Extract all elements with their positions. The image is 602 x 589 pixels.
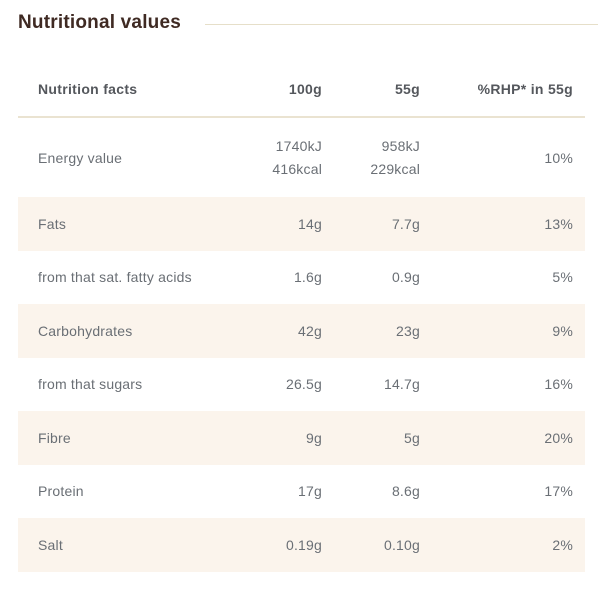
value-100g: 9g xyxy=(306,429,322,446)
value-rhp: 17% xyxy=(544,483,573,500)
value-rhp: 5% xyxy=(552,269,573,286)
header-100g: 100g xyxy=(288,81,322,97)
value-100g: 14g xyxy=(298,215,322,232)
value-rhp: 13% xyxy=(544,215,573,232)
row-label: from that sugars xyxy=(38,376,143,393)
row-label: Energy value xyxy=(38,149,123,166)
table-row: Energy value 1740kJ 416kcal 958kJ 229kca… xyxy=(18,118,585,197)
table-row: Fats 14g 7.7g 13% xyxy=(18,197,585,251)
value-55g: 958kJ 229kcal xyxy=(334,135,432,181)
title-divider xyxy=(205,24,598,25)
table-row: Carbohydrates 42g 23g 9% xyxy=(18,304,585,358)
value-55g: 5g xyxy=(404,429,420,446)
value-rhp: 10% xyxy=(544,149,573,166)
value-55g: 0.10g xyxy=(383,536,420,553)
value-55g: 7.7g xyxy=(391,215,420,232)
value-55g: 14.7g xyxy=(383,376,420,393)
value-100g: 1740kJ 416kcal xyxy=(224,135,334,181)
table-row: Protein 17g 8.6g 17% xyxy=(18,465,585,519)
value-100g-kj: 1740kJ xyxy=(275,137,322,154)
value-rhp: 16% xyxy=(544,376,573,393)
header-55g: 55g xyxy=(394,81,420,97)
table-row: from that sat. fatty acids 1.6g 0.9g 5% xyxy=(18,251,585,305)
value-55g-kj: 958kJ xyxy=(381,137,420,154)
value-55g: 8.6g xyxy=(391,483,420,500)
value-rhp: 9% xyxy=(552,322,573,339)
header-nutrition-facts: Nutrition facts xyxy=(38,81,138,97)
header-rhp: %RHP* in 55g xyxy=(477,81,573,97)
section-header: Nutritional values xyxy=(0,0,602,34)
value-rhp: 2% xyxy=(552,536,573,553)
row-label: Salt xyxy=(38,536,63,553)
value-55g: 23g xyxy=(396,322,420,339)
value-55g-kcal: 229kcal xyxy=(370,160,420,177)
nutrition-table: Nutrition facts 100g 55g %RHP* in 55g En… xyxy=(18,62,585,572)
value-100g-kcal: 416kcal xyxy=(272,160,322,177)
row-label: Fats xyxy=(38,215,67,232)
table-row: from that sugars 26.5g 14.7g 16% xyxy=(18,358,585,412)
table-header-row: Nutrition facts 100g 55g %RHP* in 55g xyxy=(18,62,585,118)
value-100g: 0.19g xyxy=(285,536,322,553)
table-row: Fibre 9g 5g 20% xyxy=(18,411,585,465)
row-label: from that sat. fatty acids xyxy=(38,269,192,286)
value-100g: 17g xyxy=(298,483,322,500)
row-label: Fibre xyxy=(38,429,71,446)
value-100g: 42g xyxy=(298,322,322,339)
value-55g: 0.9g xyxy=(391,269,420,286)
page-title: Nutritional values xyxy=(18,12,182,33)
row-label: Protein xyxy=(38,483,84,500)
table-row: Salt 0.19g 0.10g 2% xyxy=(18,518,585,572)
row-label: Carbohydrates xyxy=(38,322,133,339)
value-rhp: 20% xyxy=(544,429,573,446)
value-100g: 26.5g xyxy=(285,376,322,393)
value-100g: 1.6g xyxy=(293,269,322,286)
